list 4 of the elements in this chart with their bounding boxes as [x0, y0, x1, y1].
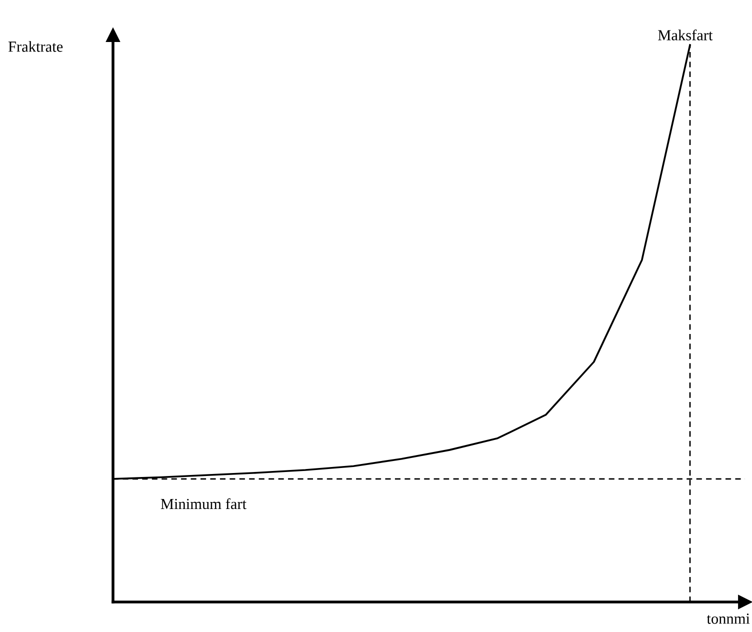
text: Maksfart — [658, 29, 713, 40]
y-axis-title: Fraktrate — [8, 41, 63, 52]
x-axis-title: tonnmi — [706, 614, 750, 624]
ref-line-label: Minimum fart — [160, 498, 246, 510]
